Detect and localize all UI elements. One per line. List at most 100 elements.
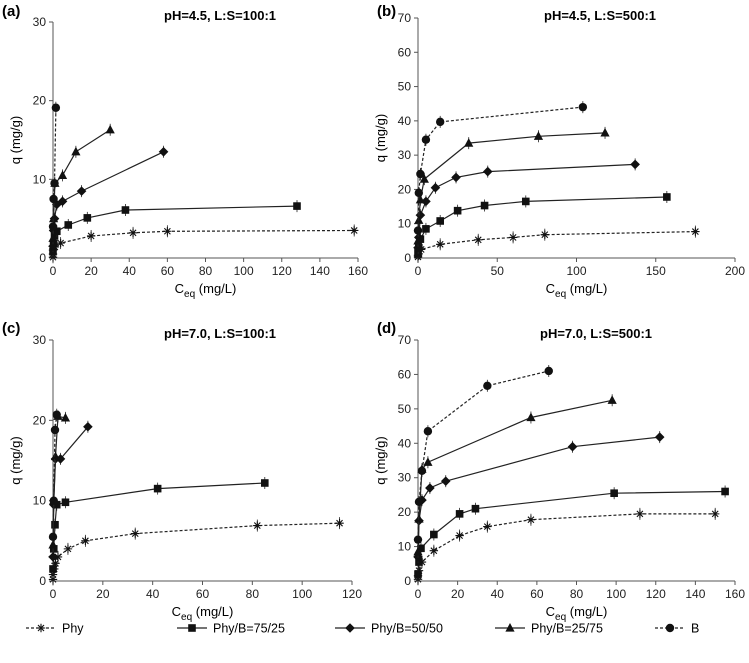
series-line-b-2	[417, 163, 636, 248]
y-tick-label-b-4: 40	[398, 114, 412, 128]
y-tick-label-c-2: 20	[33, 413, 47, 427]
x-tick-label-c-2: 40	[146, 587, 160, 601]
x-tick-label-b-1: 50	[491, 264, 505, 278]
point-d-1-5	[471, 504, 480, 513]
point-b-1-4	[436, 217, 444, 225]
y-tick-label-d-1: 10	[398, 540, 412, 554]
point-a-4-1	[49, 194, 58, 204]
x-axis-title-unit-c: (mg/L)	[192, 604, 233, 619]
marks-d	[413, 364, 729, 586]
x-axis-title-unit-a: (mg/L)	[195, 281, 236, 296]
point-d-1-2	[417, 544, 425, 553]
point-b-3-6	[600, 127, 610, 137]
x-tick-label-c-1: 20	[96, 587, 110, 601]
legend-marker-0	[36, 623, 46, 633]
point-d-1-0	[414, 570, 422, 578]
point-c-2-4	[83, 421, 93, 432]
point-d-4-2	[417, 466, 427, 476]
y-axis-title-a: q (mg/g)	[8, 116, 23, 164]
panel-b: (b) pH=4.5, L:S=500:1 0 50 100 150 200 0 10 20 3…	[373, 3, 745, 300]
point-b-0-5	[474, 235, 483, 245]
point-d-3-5	[607, 395, 617, 404]
legend-marker-3	[505, 623, 515, 632]
point-b-3-3	[419, 174, 429, 183]
point-d-2-5	[567, 441, 578, 452]
y-tick-label-c-0: 0	[39, 574, 46, 588]
point-b-4-0	[413, 226, 423, 235]
legend-marker-4	[665, 623, 675, 633]
y-tick-label-d-4: 40	[398, 436, 412, 450]
point-b-1-3	[422, 225, 430, 233]
x-tick-label-d-5: 100	[606, 587, 626, 601]
point-d-2-4	[440, 476, 451, 486]
y-tick-label-b-3: 30	[398, 148, 412, 162]
series-line-a-1	[52, 205, 298, 252]
point-a-3-4	[71, 146, 81, 156]
x-tick-label-c-5: 100	[292, 587, 312, 601]
point-a-4-0	[48, 222, 58, 231]
legend: Phy Phy/B=75/25 Phy/B=50/50 Phy/B=25/75 B	[26, 622, 699, 636]
marks-a	[48, 101, 359, 264]
point-d-0-7	[526, 515, 536, 524]
legend-item-0: Phy	[26, 622, 84, 636]
chart-title-a: pH=4.5, L:S=100:1	[164, 8, 276, 23]
x-tick-label-a-4: 80	[199, 264, 213, 278]
point-d-3-3	[423, 457, 433, 466]
x-tick-label-b-2: 100	[566, 264, 586, 278]
marks-c	[48, 408, 344, 586]
point-a-3-5	[105, 124, 115, 134]
y-tick-label-b-7: 70	[398, 11, 412, 25]
point-c-1-4	[61, 498, 70, 507]
point-c-0-8	[253, 521, 262, 530]
point-a-2-6	[158, 147, 169, 157]
point-a-0-4	[56, 238, 65, 248]
series-line-b-3	[417, 132, 606, 241]
series-line-d-3	[417, 399, 613, 552]
x-axis-title-main-a: C	[175, 281, 184, 296]
series-line-a-0	[52, 229, 355, 258]
y-tick-label-a-0: 0	[39, 251, 46, 265]
point-b-0-7	[540, 230, 549, 239]
series-line-d-1	[417, 490, 726, 575]
point-d-0-5	[455, 531, 464, 540]
panel-label-b: (b)	[377, 3, 396, 20]
point-a-3-0	[48, 233, 58, 242]
x-tick-label-a-0: 0	[50, 264, 57, 278]
x-tick-label-d-7: 140	[685, 587, 705, 601]
point-b-2-4	[430, 182, 441, 193]
point-a-2-3	[52, 199, 62, 210]
point-a-1-6	[121, 206, 130, 214]
point-b-4-2	[416, 169, 425, 179]
point-b-2-6	[482, 166, 493, 177]
x-tick-label-a-6: 120	[272, 264, 292, 278]
point-b-1-8	[663, 193, 671, 201]
x-tick-label-b-4: 200	[725, 264, 745, 278]
point-c-2-3	[55, 454, 66, 464]
x-axis-title-sub-c: eq	[181, 612, 192, 623]
x-axis-title-b: Ceq (mg/L)	[546, 281, 608, 300]
point-a-1-5	[83, 214, 92, 222]
y-tick-label-a-1: 10	[33, 172, 47, 186]
point-c-1-6	[260, 479, 269, 487]
legend-item-4: B	[655, 622, 699, 636]
point-d-4-5	[544, 366, 553, 376]
x-tick-label-c-6: 120	[342, 587, 362, 601]
point-b-3-5	[533, 131, 544, 140]
point-c-4-1	[49, 496, 58, 505]
y-tick-label-c-1: 10	[33, 494, 47, 508]
series-line-c-0	[52, 522, 340, 580]
x-tick-label-d-0: 0	[415, 587, 422, 601]
x-axis-title-c: Ceq (mg/L)	[172, 604, 234, 623]
series-line-a-3	[52, 129, 111, 239]
panel-label-c: (c)	[2, 320, 20, 337]
point-d-4-0	[413, 535, 423, 544]
x-axis-title-a: Ceq (mg/L)	[175, 281, 237, 300]
point-c-4-3	[52, 410, 61, 419]
point-d-1-3	[430, 530, 438, 539]
y-tick-label-d-2: 20	[398, 505, 412, 519]
point-a-2-5	[76, 186, 87, 196]
x-tick-label-a-3: 60	[161, 264, 175, 278]
point-b-3-2	[415, 194, 425, 204]
point-a-0-5	[86, 231, 96, 241]
